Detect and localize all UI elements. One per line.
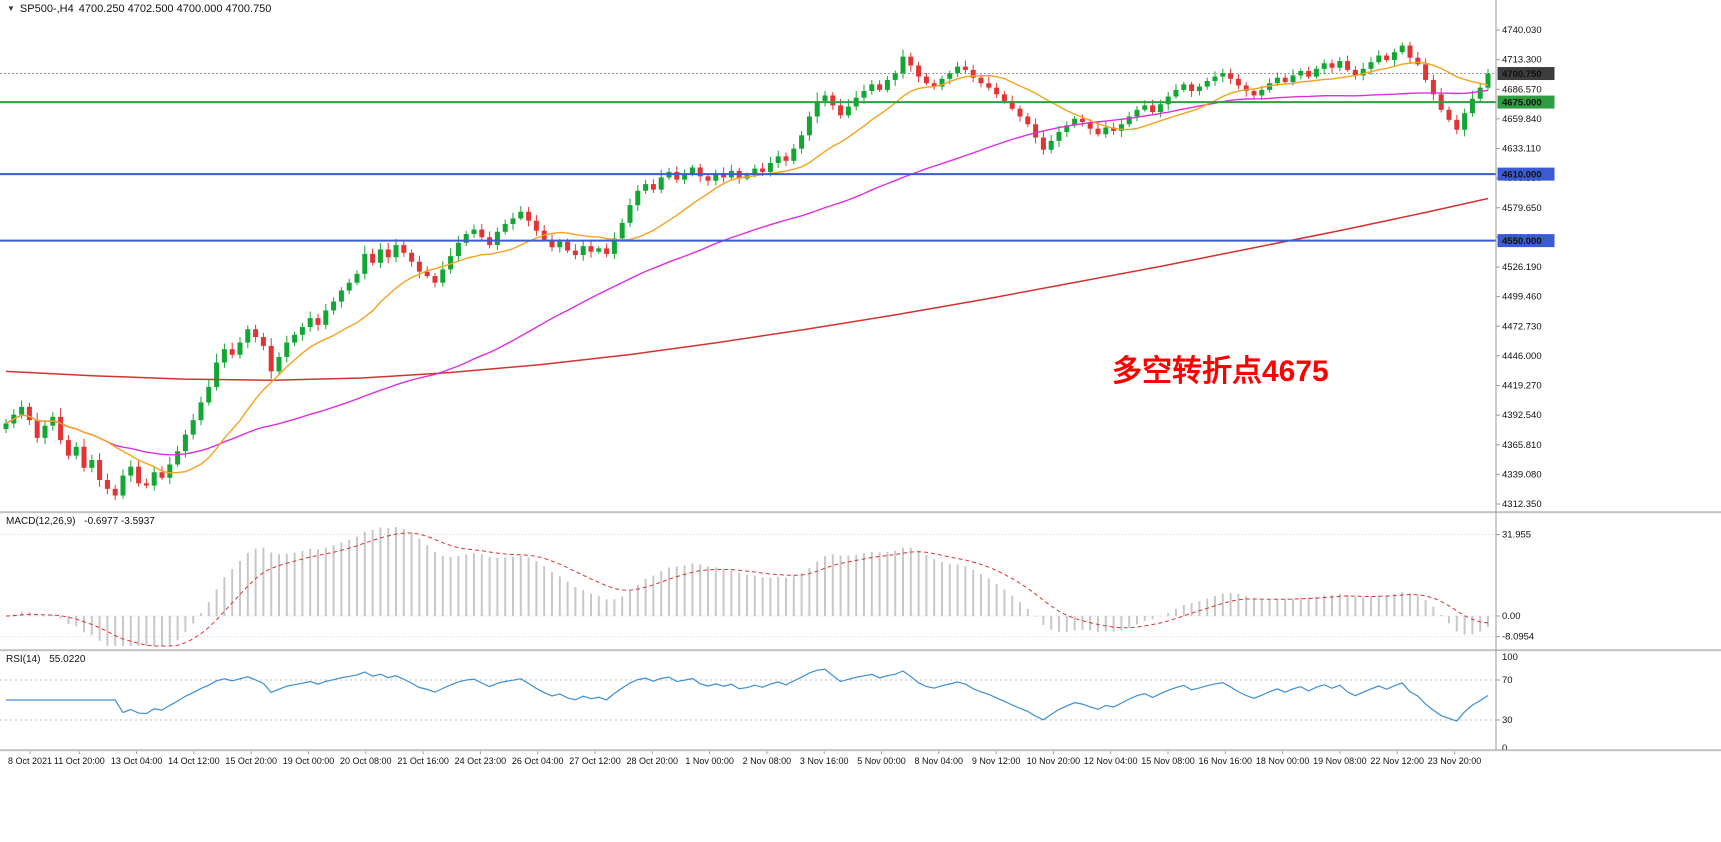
svg-text:4312.350: 4312.350: [1502, 499, 1542, 510]
svg-text:70: 70: [1502, 675, 1513, 686]
svg-text:21 Oct 16:00: 21 Oct 16:00: [397, 756, 449, 766]
svg-text:8 Nov 04:00: 8 Nov 04:00: [915, 756, 964, 766]
svg-text:23 Nov 20:00: 23 Nov 20:00: [1428, 756, 1482, 766]
svg-text:10 Nov 20:00: 10 Nov 20:00: [1027, 756, 1081, 766]
svg-text:4700.750: 4700.750: [1502, 69, 1542, 80]
svg-text:18 Nov 00:00: 18 Nov 00:00: [1256, 756, 1310, 766]
price-badge: [1497, 95, 1555, 109]
svg-text:8 Oct 2021: 8 Oct 2021: [8, 756, 52, 766]
svg-text:27 Oct 12:00: 27 Oct 12:00: [569, 756, 621, 766]
svg-text:19 Oct 00:00: 19 Oct 00:00: [283, 756, 335, 766]
chart-title: ▼ SP500-,H4 4700.250 4702.500 4700.000 4…: [7, 3, 271, 15]
svg-text:9 Nov 12:00: 9 Nov 12:00: [972, 756, 1021, 766]
svg-text:24 Oct 23:00: 24 Oct 23:00: [455, 756, 507, 766]
svg-text:4499.460: 4499.460: [1502, 292, 1542, 303]
svg-text:4675.000: 4675.000: [1502, 98, 1542, 109]
svg-text:4659.840: 4659.840: [1502, 114, 1542, 125]
svg-text:100: 100: [1502, 652, 1518, 663]
svg-text:4610.000: 4610.000: [1502, 170, 1542, 181]
ma-slow-line: [5, 197, 1489, 382]
svg-text:4392.540: 4392.540: [1502, 410, 1542, 421]
price-axis: 4740.030 4713.300 4686.570 4659.840 4633.110…: [1496, 25, 1555, 754]
svg-text:4686.570: 4686.570: [1502, 84, 1542, 95]
svg-text:4740.030: 4740.030: [1502, 25, 1542, 36]
macd-signal-line: [5, 532, 1489, 647]
svg-text:14 Oct 12:00: 14 Oct 12:00: [168, 756, 220, 766]
svg-text:0: 0: [1502, 743, 1507, 754]
svg-text:2 Nov 08:00: 2 Nov 08:00: [743, 756, 792, 766]
svg-text:20 Oct 08:00: 20 Oct 08:00: [340, 756, 392, 766]
svg-text:16 Nov 16:00: 16 Nov 16:00: [1199, 756, 1253, 766]
svg-text:4633.110: 4633.110: [1502, 144, 1541, 155]
svg-text:4446.000: 4446.000: [1502, 351, 1542, 362]
rsi-indicator-label: RSI(14) 55.0220: [6, 654, 85, 665]
svg-text:15 Oct 20:00: 15 Oct 20:00: [225, 756, 277, 766]
macd-values: -0.6977 -3.5937: [84, 516, 155, 527]
svg-text:19 Nov 08:00: 19 Nov 08:00: [1313, 756, 1367, 766]
ma-fast-line: [5, 61, 1489, 474]
svg-text:11 Oct 20:00: 11 Oct 20:00: [54, 756, 105, 766]
price-badge: [1497, 234, 1555, 248]
candles-layer: [3, 41, 1491, 501]
svg-text:30: 30: [1502, 715, 1513, 726]
svg-text:4713.300: 4713.300: [1502, 55, 1542, 66]
symbol-period-label: SP500-,H4: [19, 3, 74, 15]
svg-text:0.00: 0.00: [1502, 611, 1521, 622]
svg-text:26 Oct 04:00: 26 Oct 04:00: [512, 756, 564, 766]
macd-indicator-label: MACD(12,26,9) -0.6977 -3.5937: [6, 516, 155, 527]
rsi-name: RSI(14): [6, 654, 41, 665]
price-badge: [1497, 167, 1555, 181]
rsi-value: 55.0220: [49, 654, 86, 665]
macd-layer: [0, 527, 1496, 647]
annotation-text: 多空转折点4675: [1112, 355, 1329, 388]
ma-medium-line: [5, 89, 1489, 456]
svg-text:4526.190: 4526.190: [1502, 262, 1542, 273]
svg-text:12 Nov 04:00: 12 Nov 04:00: [1084, 756, 1138, 766]
svg-text:4365.810: 4365.810: [1502, 440, 1542, 451]
svg-text:13 Oct 04:00: 13 Oct 04:00: [111, 756, 163, 766]
svg-text:1 Nov 00:00: 1 Nov 00:00: [685, 756, 734, 766]
svg-text:4419.270: 4419.270: [1502, 381, 1542, 392]
time-axis: 8 Oct 2021 11 Oct 20:00 13 Oct 04:00 14 Oct…: [8, 750, 1481, 766]
svg-text:4472.730: 4472.730: [1502, 321, 1542, 332]
svg-text:4579.650: 4579.650: [1502, 203, 1542, 214]
svg-text:5 Nov 00:00: 5 Nov 00:00: [857, 756, 906, 766]
svg-text:4339.080: 4339.080: [1502, 469, 1542, 480]
svg-text:28 Oct 20:00: 28 Oct 20:00: [627, 756, 679, 766]
macd-name: MACD(12,26,9): [6, 516, 76, 527]
svg-text:22 Nov 12:00: 22 Nov 12:00: [1370, 756, 1424, 766]
panel-separators[interactable]: [0, 0, 1721, 752]
svg-text:31.955: 31.955: [1502, 530, 1531, 541]
rsi-line: [6, 668, 1489, 722]
svg-text:15 Nov 08:00: 15 Nov 08:00: [1141, 756, 1195, 766]
svg-text:-8.0954: -8.0954: [1502, 632, 1534, 643]
svg-text:3 Nov 16:00: 3 Nov 16:00: [800, 756, 849, 766]
main-chart-layer: [0, 41, 1496, 501]
symbol-marker-icon: ▼: [7, 4, 15, 13]
price-badge: [1497, 67, 1555, 81]
svg-text:4550.000: 4550.000: [1502, 236, 1542, 247]
rsi-layer: [0, 668, 1496, 722]
ohlc-values: 4700.250 4702.500 4700.000 4700.750: [78, 3, 272, 15]
